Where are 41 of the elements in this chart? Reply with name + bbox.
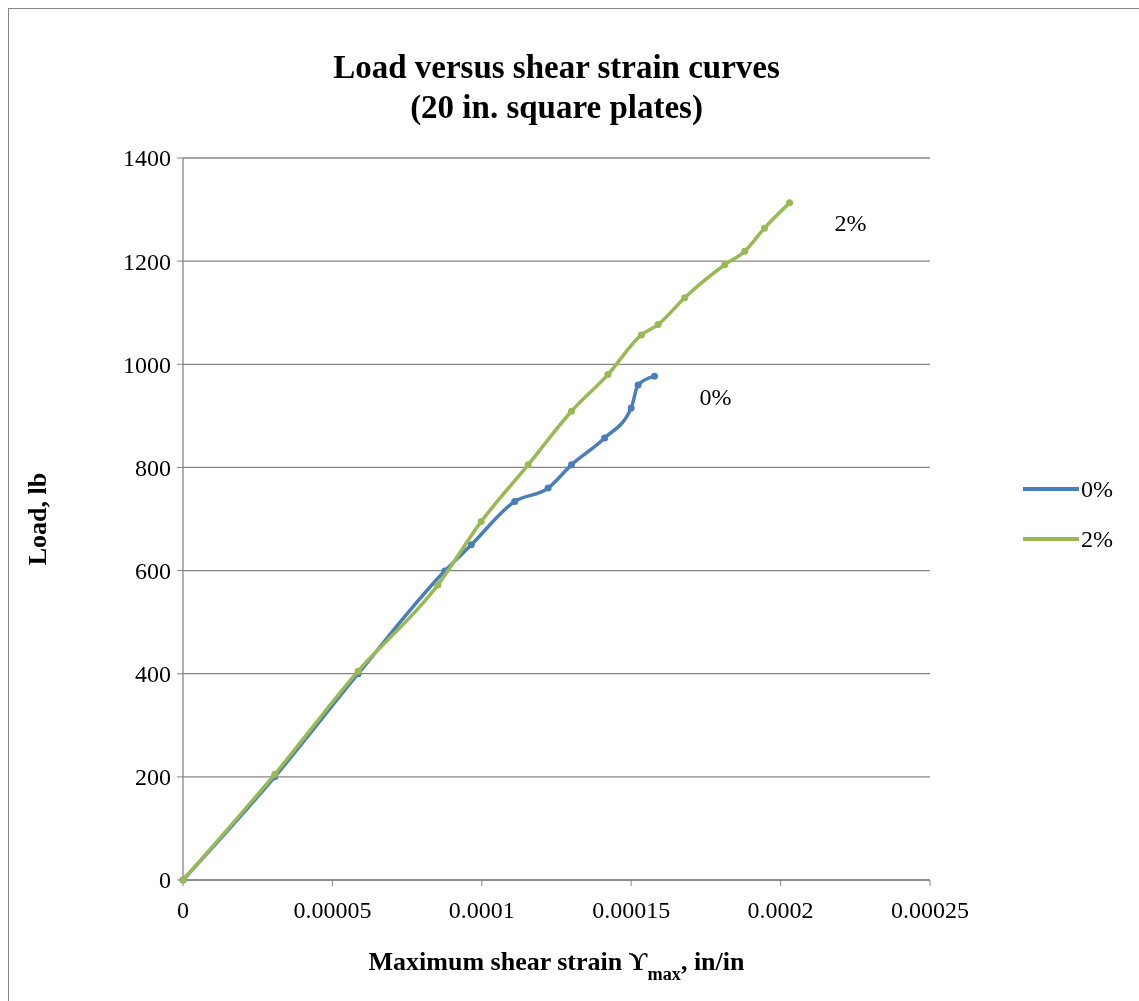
point [654,321,662,329]
point [637,331,645,339]
point [760,224,768,232]
x-tick-label: 0.00005 [293,897,372,923]
y-tick-label: 0 [159,867,171,894]
x-tick-label: 0.00025 [891,897,969,923]
point [467,541,475,549]
x-tick-label: 0.0001 [448,897,515,923]
y-tick-label: 1200 [123,248,171,275]
x-axis-title: Maximum shear strain ϒ$_{max}$, in/in [368,947,746,984]
point [511,497,519,505]
y-tick-label: 800 [135,454,171,481]
point [634,381,642,389]
point [741,247,749,255]
point [567,461,575,469]
x-tick-label: 0.0002 [747,897,814,923]
point [721,261,729,269]
point [681,294,689,302]
point [544,484,552,492]
point [477,518,485,526]
point [524,461,532,469]
y-tick-label: 1000 [123,351,171,378]
point [651,372,659,380]
annotation: 0% [699,383,732,410]
x-tick-label: 0 [177,897,189,923]
point [567,407,575,415]
legend-label: 2% [1081,526,1113,553]
y-tick-label: 400 [135,661,171,688]
y-tick-label: 200 [135,764,171,791]
point [434,581,442,589]
y-tick-label: 1400 [123,145,171,172]
legend-label: 0% [1081,476,1113,503]
x-tick-label: 0.00015 [592,897,671,923]
annotation: 2% [834,210,867,237]
point [627,404,635,412]
point [604,371,612,379]
y-axis-title: Load, lb [23,472,52,566]
point [786,199,794,207]
point [601,434,609,442]
y-tick-label: 600 [135,557,171,584]
chart-title: Load versus shear strain curves (20 in. square plates) [333,49,781,126]
